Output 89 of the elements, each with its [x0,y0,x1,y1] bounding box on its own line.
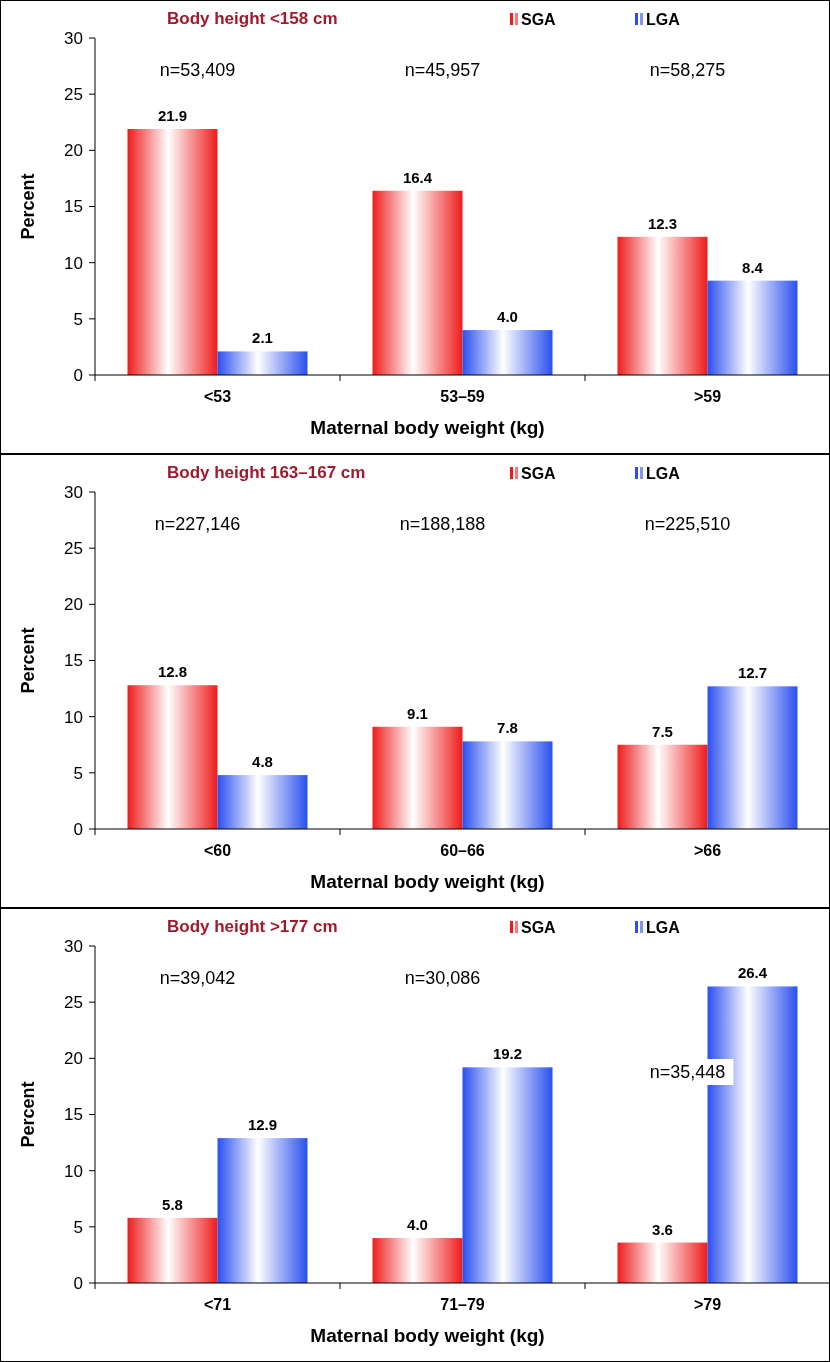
legend-label: SGA [521,919,557,936]
bar [462,741,553,829]
data-label: 4.0 [497,308,518,326]
y-axis-title: Percent [18,627,38,694]
annotation: n=30,086 [404,968,481,989]
bar [217,1138,308,1283]
annotation: n=188,188 [399,514,486,535]
y-tick-label: 10 [64,253,83,273]
x-axis-title: Maternal body weight (kg) [310,417,545,438]
y-tick-label: 20 [64,1049,83,1069]
y-tick-label: 10 [64,1161,83,1181]
y-tick-label: 15 [64,197,83,217]
data-label: 16.4 [402,168,433,186]
y-tick-label: 5 [73,1217,83,1237]
y-tick-label: 5 [73,763,83,783]
data-label: 21.9 [157,106,188,124]
x-tick-label: <53 [203,388,232,405]
y-tick-label: 30 [64,482,83,502]
annotation: n=58,275 [649,60,726,81]
y-tick-label: 20 [64,595,83,615]
bar [707,280,798,375]
y-tick-label: 25 [64,85,83,105]
bar [217,351,308,375]
data-label: 4.8 [252,753,273,771]
y-tick-label: 20 [64,141,83,161]
annotation: n=45,957 [404,60,481,81]
data-label: 19.2 [492,1045,523,1063]
annotation: n=35,448 [649,1062,726,1083]
x-tick-label: <60 [203,842,232,859]
data-label: 2.1 [252,329,273,347]
annotation: n=225,510 [644,514,731,535]
bar [127,128,218,375]
bar [462,330,553,375]
x-tick-label: 60–66 [440,842,485,859]
y-tick-label: 0 [73,1273,83,1293]
annotation: n=227,146 [154,514,241,535]
x-tick-label: 71–79 [440,1296,485,1313]
data-label: 12.3 [647,214,678,232]
legend-label: LGA [646,919,681,936]
data-label: 26.4 [737,964,768,982]
x-tick-label: >66 [693,842,722,859]
bar [372,726,463,829]
y-tick-label: 30 [64,936,83,956]
y-tick-label: 5 [73,309,83,329]
chart-title: Body height 163–167 cm [167,463,366,482]
data-label: 3.6 [652,1220,673,1238]
y-tick-label: 15 [64,651,83,671]
x-tick-label: >79 [693,1296,722,1313]
legend-label: SGA [521,11,557,28]
legend-label: LGA [646,11,681,28]
y-tick-label: 15 [64,1105,83,1125]
data-label: 12.9 [247,1116,278,1134]
data-label: 12.8 [157,663,188,681]
annotation: n=53,409 [159,60,236,81]
chart-title: Body height <158 cm [167,9,338,28]
x-tick-label: <71 [203,1296,232,1313]
annotation: n=39,042 [159,968,236,989]
y-tick-label: 0 [73,365,83,385]
bar [617,1242,708,1283]
y-axis-title: Percent [18,173,38,240]
bar [707,686,798,829]
data-label: 7.8 [497,719,518,737]
data-label: 4.0 [407,1216,428,1234]
y-tick-label: 10 [64,707,83,727]
data-label: 7.5 [652,722,673,740]
data-label: 5.8 [162,1195,183,1213]
y-tick-label: 25 [64,539,83,559]
bar [617,744,708,829]
bar [462,1067,553,1283]
bar [217,775,308,829]
legend-label: LGA [646,465,681,482]
bar [372,190,463,375]
bar [127,685,218,829]
y-tick-label: 25 [64,993,83,1013]
bar [127,1217,218,1283]
y-axis-title: Percent [18,1081,38,1148]
chart-title: Body height >177 cm [167,917,338,936]
y-tick-label: 30 [64,28,83,48]
legend-label: SGA [521,465,557,482]
bar [372,1238,463,1283]
bar [617,236,708,375]
data-label: 12.7 [737,664,768,682]
x-axis-title: Maternal body weight (kg) [310,871,545,892]
x-tick-label: >59 [693,388,722,405]
y-tick-label: 0 [73,819,83,839]
x-axis-title: Maternal body weight (kg) [310,1325,545,1346]
data-label: 9.1 [407,704,428,722]
x-tick-label: 53–59 [440,388,485,405]
data-label: 8.4 [742,258,764,276]
